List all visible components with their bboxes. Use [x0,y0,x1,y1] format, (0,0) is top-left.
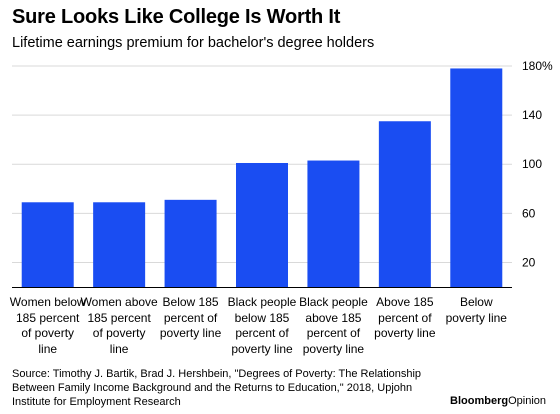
x-tick-label-line: poverty line [159,326,222,340]
x-tick-label-line: 185 percent [16,310,80,325]
brand-logo: BloombergOpinion [450,395,546,407]
brand-suffix: Opinion [508,395,546,407]
x-tick-label-line: above 185 [305,310,362,325]
bar [93,202,146,287]
x-tick-label-line: percent of [378,310,432,325]
x-tick-label-line: line [38,341,58,356]
x-tick-label-line: percent of [163,310,218,325]
bar [236,162,288,287]
x-tick-label: Below 185 percent of poverty line [149,295,233,342]
x-tick-label-line: Above 185 [376,295,434,309]
y-tick-label: 180% [522,59,553,73]
y-tick-label: 140 [522,108,542,122]
x-tick-label-line: Below 185 [162,295,219,309]
y-tick-label: 100 [522,157,542,171]
x-tick-label: Above 185 percent of poverty line [363,295,447,342]
brand-name: Bloomberg [450,395,509,407]
bar [450,68,503,287]
x-tick-label: Black people above 185 percent of poverty l… [291,295,375,357]
x-tick-label-line: of poverty [21,326,75,340]
x-tick-label-line: Black people [299,295,368,309]
x-tick-label-line: percent of [306,326,361,340]
x-tick-label-line: poverty line [302,341,365,356]
x-tick-label-line: poverty line [231,341,293,356]
x-tick-label-line: Women below [9,295,86,309]
x-tick-label-line: poverty line [445,310,507,325]
bar [378,121,431,287]
x-tick-label-line: Black people [227,295,297,309]
x-tick-label-line: line [109,341,129,356]
chart-title: Sure Looks Like College Is Worth It [12,6,341,28]
x-tick-label-line: percent of [235,326,289,340]
bar [21,202,74,287]
x-tick-label: Below poverty line [434,295,518,326]
y-tick-label: 60 [522,206,536,220]
x-tick-label: Women above 185 percent of poverty line [77,295,161,357]
bar [307,160,360,287]
x-tick-label: Black people below 185 percent of poverty l… [220,295,304,357]
x-tick-label-line: Women above [80,295,158,309]
source-note: Source: Timothy J. Bartik, Brad J. Hersh… [12,368,422,408]
x-tick-label-line: Below [459,295,493,309]
x-tick-label-line: 185 percent [87,310,151,325]
x-tick-label: Women below 185 percent of poverty line [6,295,90,357]
x-tick-label-line: poverty line [374,326,436,340]
y-tick-label: 20 [522,255,536,269]
chart-subtitle: Lifetime earnings premium for bachelor's… [12,35,375,51]
x-tick-label-line: below 185 [234,310,290,325]
bar [164,199,217,287]
x-tick-label-line: of poverty [92,326,146,340]
